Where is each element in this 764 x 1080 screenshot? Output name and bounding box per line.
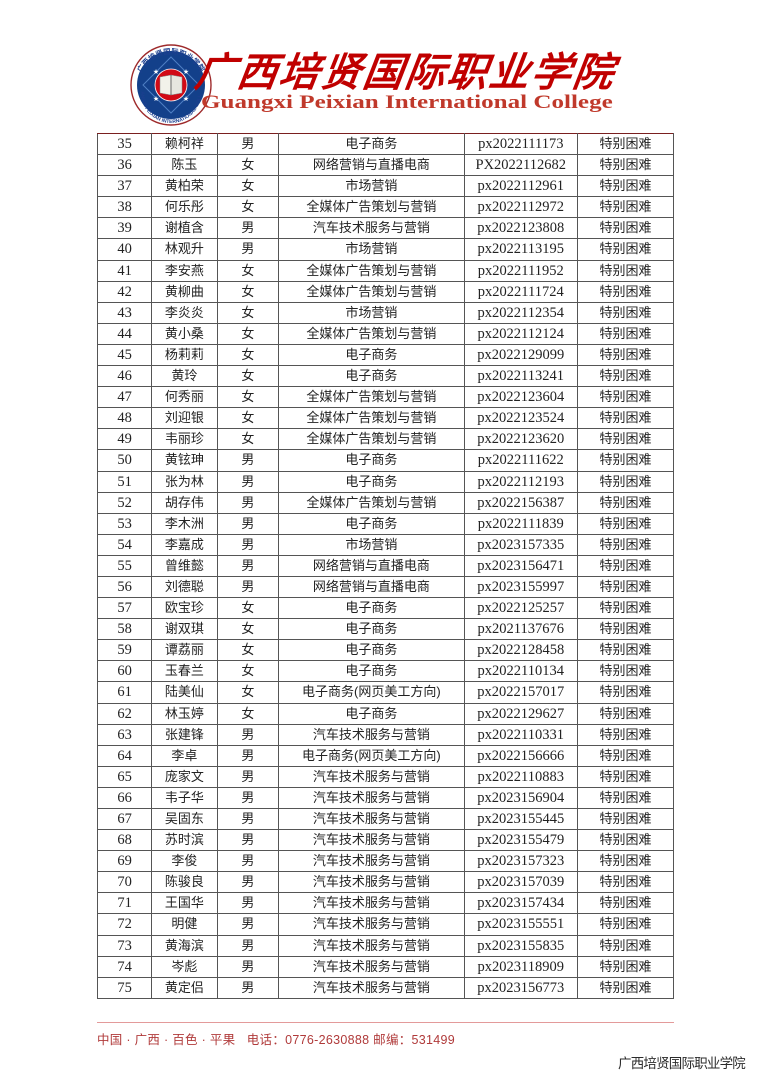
svg-text:★: ★ xyxy=(153,95,159,103)
svg-text:★: ★ xyxy=(153,68,159,76)
svg-text:★: ★ xyxy=(183,95,189,103)
svg-text:★: ★ xyxy=(183,68,189,76)
